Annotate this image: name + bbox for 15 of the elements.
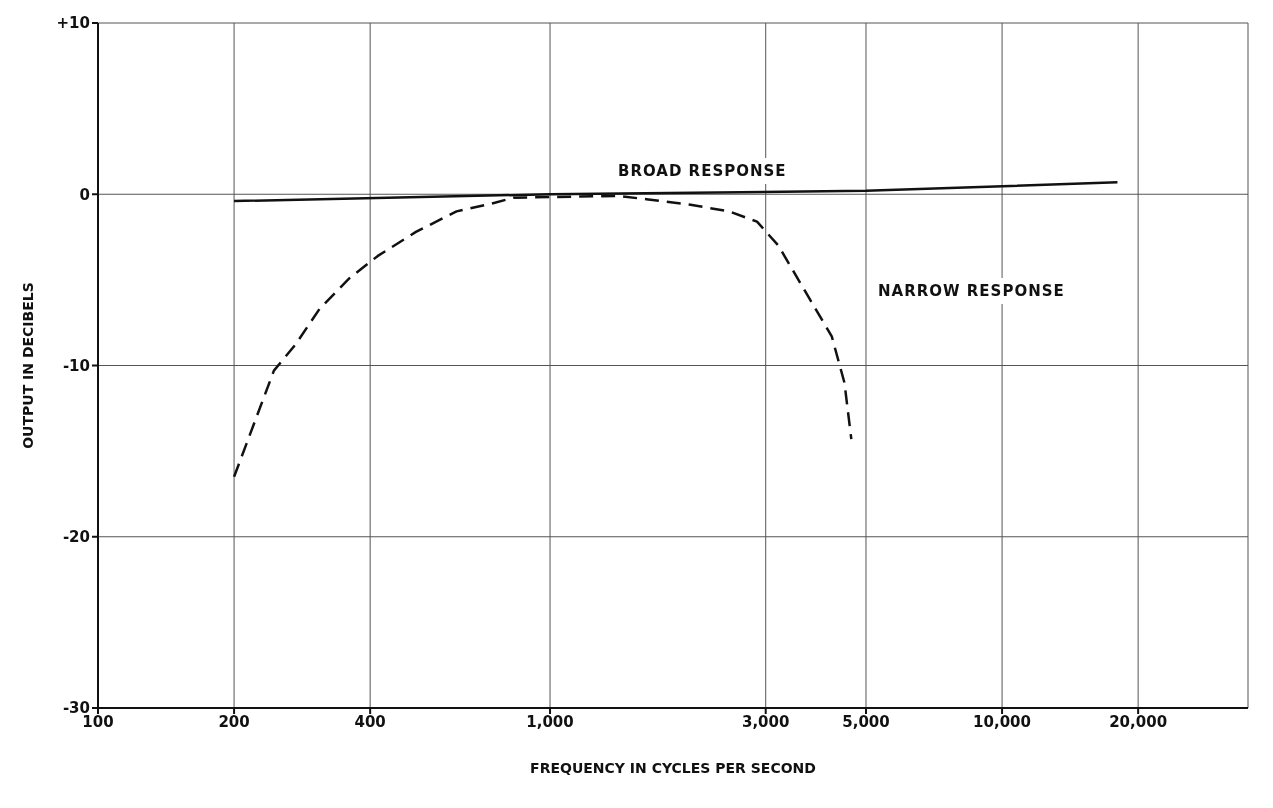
x-tick-label: 400: [354, 712, 386, 731]
y-tick-label: +10: [56, 14, 90, 33]
annotation: NARROW RESPONSE: [868, 278, 1075, 304]
y-axis-title: OUTPUT IN DECIBELS: [19, 282, 36, 449]
x-tick-label: 1,000: [526, 712, 574, 731]
x-tick-label: 10,000: [973, 712, 1032, 731]
annotation: BROAD RESPONSE: [608, 158, 797, 184]
x-tick-label: 20,000: [1109, 712, 1168, 731]
x-tick-label: 5,000: [842, 712, 890, 731]
y-tick-label: -10: [62, 356, 90, 375]
x-tick-label: 3,000: [741, 712, 790, 731]
y-tick-label: -20: [62, 528, 90, 547]
y-tick-label: 0: [79, 185, 90, 204]
x-axis-title: FREQUENCY IN CYCLES PER SECOND: [530, 760, 816, 776]
x-tick-label: 200: [218, 712, 250, 731]
